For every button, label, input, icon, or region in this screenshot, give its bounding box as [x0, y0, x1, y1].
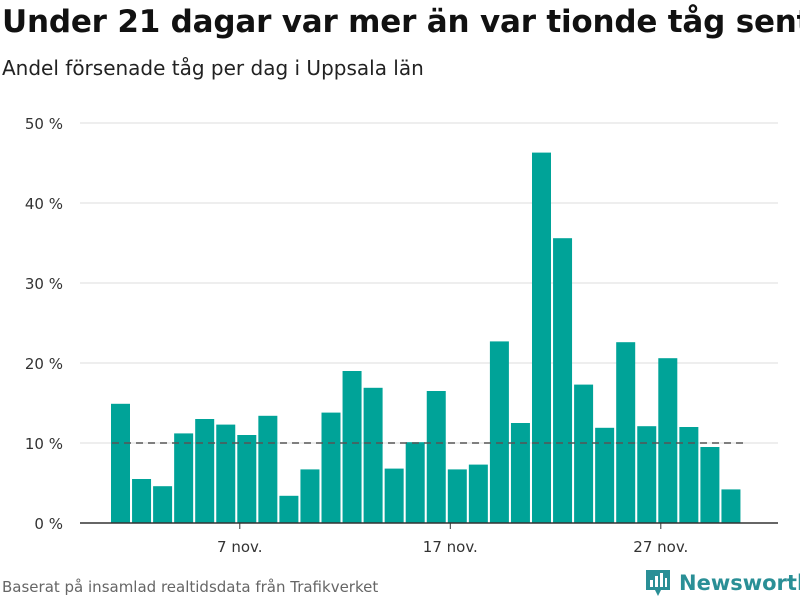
bar — [174, 433, 194, 523]
bar — [195, 419, 215, 523]
bar-chart-logo-icon — [646, 570, 670, 596]
bar — [384, 468, 404, 523]
bar — [510, 423, 530, 523]
y-axis-ticks: 0 % 10 % 20 % 30 % 40 % 50 % — [25, 115, 63, 533]
bar — [426, 391, 446, 523]
bar — [574, 384, 594, 523]
y-tick-label: 20 % — [25, 355, 63, 373]
chart-title: Under 21 dagar var mer än var tionde tåg… — [2, 4, 800, 40]
x-tick-label: 17 nov. — [423, 538, 478, 556]
bar — [111, 403, 130, 523]
brand-name: Newsworthy — [679, 571, 800, 595]
bar — [447, 469, 467, 523]
x-tick-label: 27 nov. — [633, 538, 688, 556]
brand-logo[interactable]: Newsworthy — [644, 568, 800, 598]
y-tick-label: 50 % — [25, 115, 63, 133]
y-tick-label: 10 % — [25, 435, 63, 453]
bar — [658, 358, 678, 523]
bar — [153, 486, 173, 523]
bar — [216, 424, 236, 523]
source-note: Baserat på insamlad realtidsdata från Tr… — [2, 578, 379, 596]
y-tick-label: 40 % — [25, 195, 63, 213]
bar — [489, 341, 509, 523]
x-tick-label: 7 nov. — [217, 538, 262, 556]
bar — [616, 342, 636, 523]
bar — [405, 442, 425, 523]
bar — [532, 152, 551, 523]
bar — [132, 479, 152, 523]
bar — [279, 495, 299, 523]
bar — [679, 427, 699, 523]
bar — [468, 464, 488, 523]
bar — [553, 238, 573, 523]
bar — [321, 412, 341, 523]
bar — [700, 447, 720, 523]
y-tick-label: 30 % — [25, 275, 63, 293]
chart-subtitle: Andel försenade tåg per dag i Uppsala lä… — [2, 56, 424, 80]
bar — [637, 426, 657, 523]
bars — [111, 152, 741, 523]
bar — [595, 427, 615, 523]
bar — [721, 489, 741, 523]
x-axis-ticks: 7 nov. 17 nov. 27 nov. — [217, 523, 688, 556]
bar — [258, 415, 278, 523]
y-tick-label: 0 % — [34, 515, 63, 533]
bar — [363, 387, 383, 523]
bar — [300, 469, 320, 523]
bar — [342, 371, 362, 523]
bar — [237, 435, 257, 523]
